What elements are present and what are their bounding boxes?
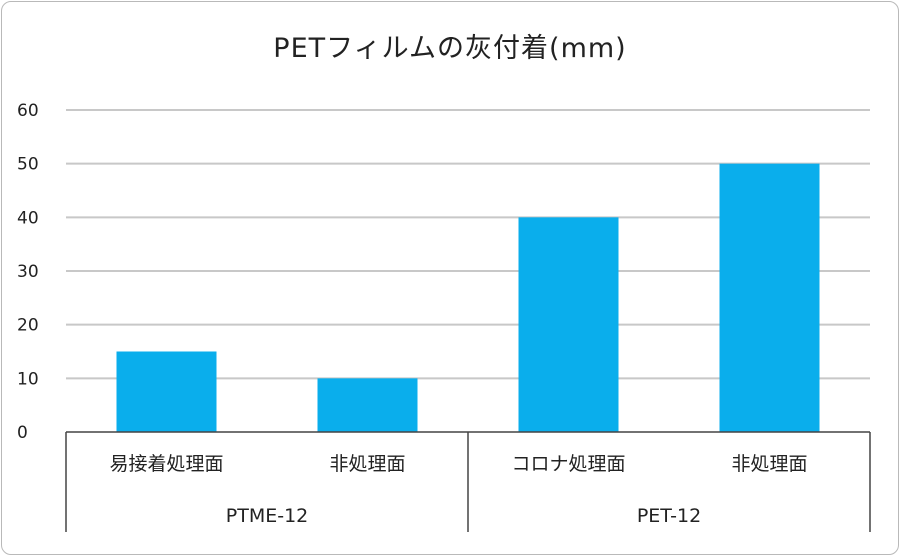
chart-title: PETフィルムの灰付着(mm) bbox=[273, 33, 627, 64]
x-category-label: 易接着処理面 bbox=[109, 453, 223, 475]
x-group-label: PET-12 bbox=[637, 505, 701, 527]
bar bbox=[518, 217, 619, 432]
y-tick-label: 10 bbox=[17, 369, 39, 389]
x-category-label: 非処理面 bbox=[329, 453, 405, 475]
x-category-labels: 易接着処理面 非処理面 コロナ処理面 非処理面 bbox=[109, 453, 807, 475]
bar bbox=[719, 163, 820, 432]
x-group-labels: PTME-12 PET-12 bbox=[226, 505, 701, 527]
y-tick-label: 50 bbox=[17, 155, 39, 175]
x-category-label: 非処理面 bbox=[731, 453, 807, 475]
axes bbox=[65, 431, 871, 532]
y-tick-label: 60 bbox=[17, 101, 39, 121]
y-tick-label: 40 bbox=[17, 208, 39, 228]
x-category-label: コロナ処理面 bbox=[511, 453, 625, 475]
bar bbox=[116, 351, 217, 432]
y-tick-labels: 0 10 20 30 40 50 60 bbox=[17, 101, 39, 443]
y-tick-label: 0 bbox=[17, 423, 28, 443]
bars bbox=[116, 163, 820, 432]
y-tick-label: 30 bbox=[17, 262, 39, 282]
y-tick-label: 20 bbox=[17, 316, 39, 336]
x-group-label: PTME-12 bbox=[226, 505, 309, 527]
bar bbox=[317, 378, 418, 432]
